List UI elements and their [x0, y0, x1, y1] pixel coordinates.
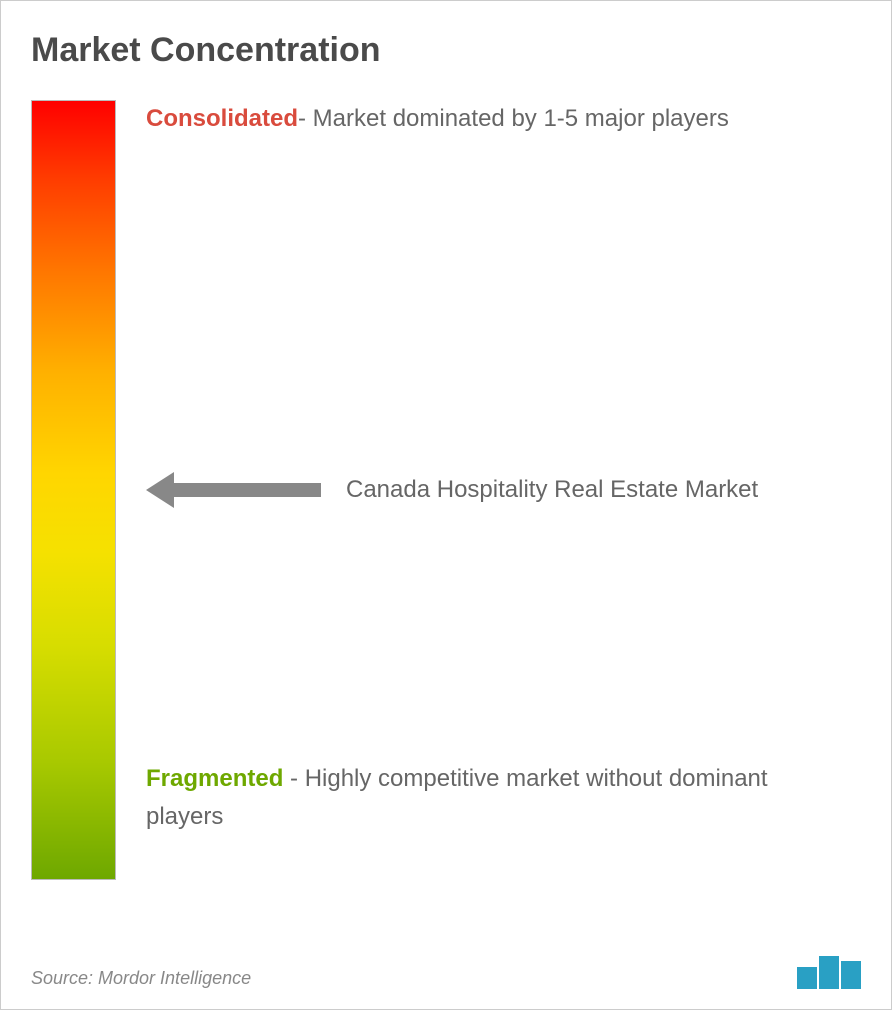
market-pointer-row: Canada Hospitality Real Estate Market [146, 470, 851, 510]
consolidated-label: Consolidated- Market dominated by 1-5 ma… [146, 100, 851, 138]
brand-logo [797, 956, 861, 989]
footer-row: Source: Mordor Intelligence [31, 936, 861, 989]
logo-bar-2 [819, 956, 839, 989]
source-label: Source: Mordor Intelligence [31, 968, 251, 989]
logo-bar-1 [797, 967, 817, 989]
fragmented-label: Fragmented - Highly competitive market w… [146, 760, 851, 837]
content-row: Consolidated- Market dominated by 1-5 ma… [31, 100, 861, 936]
logo-bar-3 [841, 961, 861, 989]
market-name-label: Canada Hospitality Real Estate Market [346, 473, 758, 507]
infographic-frame: Market Concentration Consolidated- Marke… [0, 0, 892, 1010]
arrow-left-icon [146, 470, 321, 510]
consolidated-emph: Consolidated [146, 105, 298, 132]
concentration-gradient-bar [31, 100, 116, 880]
fragmented-emph: Fragmented [146, 765, 283, 792]
consolidated-rest: - Market dominated by 1-5 major players [298, 105, 729, 132]
page-title: Market Concentration [31, 31, 861, 70]
labels-column: Consolidated- Market dominated by 1-5 ma… [146, 100, 861, 936]
